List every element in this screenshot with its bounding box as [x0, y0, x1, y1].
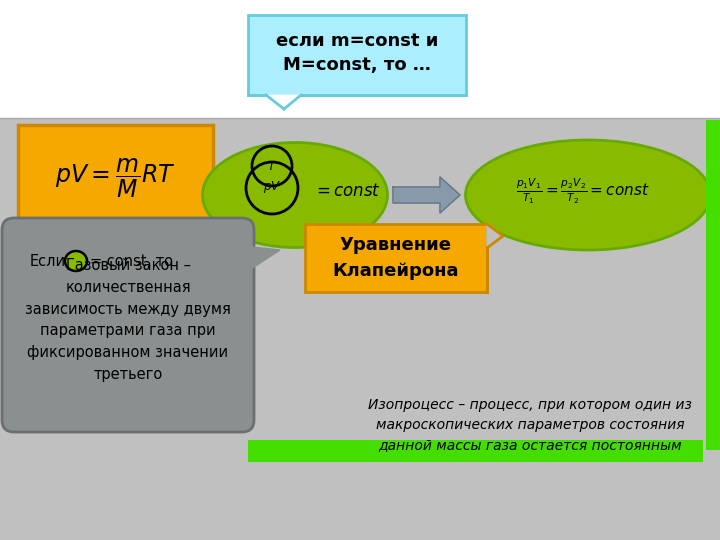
Text: Газовый закон –
количественная
зависимость между двумя
параметрами газа при
фикс: Газовый закон – количественная зависимос… — [25, 259, 231, 381]
Text: макроскопических параметров состояния: макроскопических параметров состояния — [376, 418, 684, 432]
Text: если m=const и
M=const, то …: если m=const и M=const, то … — [276, 32, 438, 74]
Polygon shape — [266, 95, 301, 109]
FancyBboxPatch shape — [248, 15, 466, 95]
Ellipse shape — [65, 251, 87, 271]
Text: Уравнение
Клапейрона: Уравнение Клапейрона — [333, 237, 459, 280]
FancyBboxPatch shape — [0, 0, 720, 118]
Text: $pV$: $pV$ — [263, 179, 281, 195]
Polygon shape — [487, 224, 503, 248]
FancyBboxPatch shape — [706, 120, 720, 450]
Text: данной массы газа остается постоянным: данной массы газа остается постоянным — [378, 438, 682, 452]
FancyBboxPatch shape — [305, 224, 487, 292]
Polygon shape — [393, 177, 460, 213]
Text: $pV = \dfrac{m}{M} RT$: $pV = \dfrac{m}{M} RT$ — [55, 157, 176, 200]
Text: Если: Если — [30, 253, 66, 268]
Text: = const, то: = const, то — [90, 253, 173, 268]
Ellipse shape — [202, 143, 387, 247]
FancyBboxPatch shape — [19, 244, 233, 278]
FancyBboxPatch shape — [18, 125, 213, 240]
Text: Изопроцесс – процесс, при котором один из: Изопроцесс – процесс, при котором один и… — [368, 398, 692, 412]
FancyBboxPatch shape — [248, 440, 703, 462]
Ellipse shape — [466, 140, 711, 250]
Text: $= const$: $= const$ — [313, 182, 381, 200]
Text: $\frac{p_1 V_1}{T_1} = \frac{p_2 V_2}{T_2} = const$: $\frac{p_1 V_1}{T_1} = \frac{p_2 V_2}{T_… — [516, 176, 649, 206]
Text: $T$: $T$ — [267, 159, 277, 172]
Polygon shape — [234, 245, 280, 280]
FancyBboxPatch shape — [2, 218, 254, 432]
